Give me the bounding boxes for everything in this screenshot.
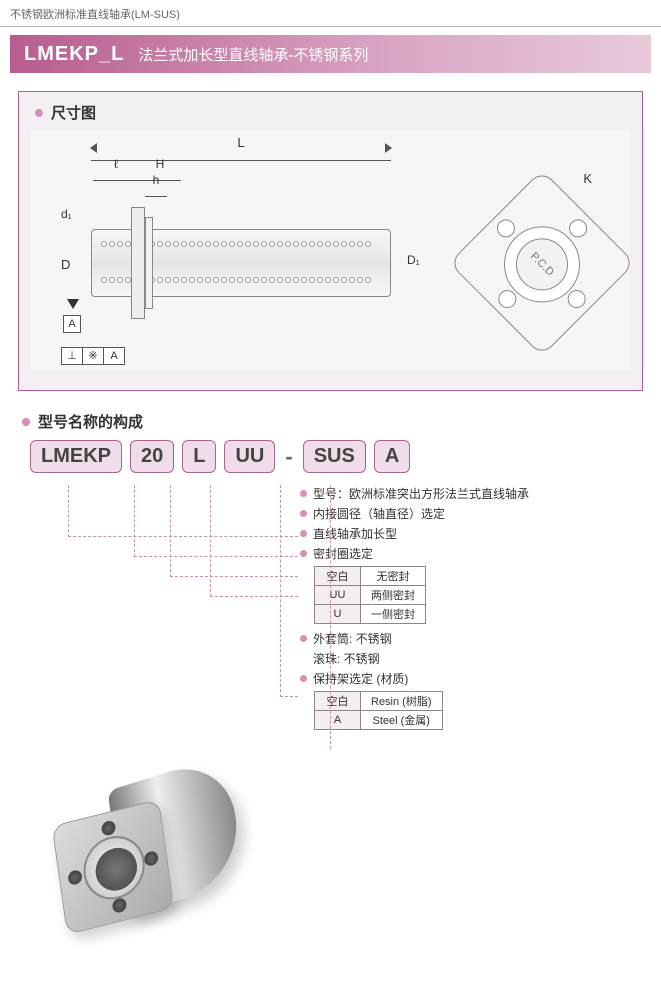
product-desc: 法兰式加长型直线轴承-不锈钢系列	[138, 44, 368, 65]
flange-plate-inner	[145, 217, 153, 309]
legend-row-2: 内接圆径（轴直径）选定	[300, 505, 661, 522]
table-row: 空白Resin (树脂)	[315, 692, 443, 711]
title-bar: LMEKP_L 法兰式加长型直线轴承-不锈钢系列	[10, 35, 651, 73]
dim-label-h: h	[153, 173, 160, 187]
token-bore-size: 20	[130, 440, 174, 473]
dim-line-l: ℓ	[93, 171, 139, 181]
bullet-icon	[300, 510, 307, 517]
table-row: U一侧密封	[315, 605, 426, 624]
section-header-model-name: 型号名称的构成	[22, 411, 661, 432]
cell: 空白	[315, 692, 361, 711]
gd-symbol-perp: ⊥	[61, 347, 83, 365]
cell: A	[315, 711, 361, 730]
legend-row-6: 保持架选定 (材质)	[300, 670, 661, 687]
token-material: SUS	[303, 440, 366, 473]
datum-box-A: A	[63, 315, 81, 333]
legend-row-3: 直线轴承加长型	[300, 525, 661, 542]
render-bore	[80, 830, 149, 906]
dim-label-K: K	[583, 171, 592, 186]
flange-front-view: P.C.D	[449, 170, 636, 357]
dim-line-h: h	[145, 187, 167, 197]
model-token-row: LMEKP 20 L UU - SUS A	[30, 440, 661, 473]
dim-label-H: H	[156, 157, 165, 171]
legend-text-6: 保持架选定 (材质)	[313, 670, 408, 687]
legend-text-4: 密封圈选定	[313, 545, 373, 562]
legend-text-5b: 滚珠: 不锈钢	[313, 650, 380, 667]
token-length: L	[182, 440, 216, 473]
gd-datum-ref: A	[103, 347, 125, 365]
token-seal: UU	[224, 440, 275, 473]
dim-label-l: ℓ	[114, 157, 118, 171]
dim-line-H: H	[139, 171, 181, 181]
flange-plate-outer	[131, 207, 145, 319]
dim-line-L: L	[91, 149, 391, 161]
legend-row-5b: 滚珠: 不锈钢	[313, 650, 661, 667]
bullet-icon	[300, 550, 307, 557]
token-series: LMEKP	[30, 440, 122, 473]
retainer-option-table: 空白Resin (树脂) ASteel (金属)	[314, 691, 443, 730]
bullet-icon	[300, 530, 307, 537]
gdandt-frame: ⊥ ※ A	[61, 347, 124, 365]
dim-label-D: D	[61, 257, 70, 272]
table-row: ASteel (金属)	[315, 711, 443, 730]
table-row: 空白无密封	[315, 567, 426, 586]
legend-text-5a: 外套筒: 不锈钢	[313, 630, 392, 647]
product-3d-render	[28, 742, 268, 962]
legend-text-1: 型号：欧洲标准突出方形法兰式直线轴承	[313, 485, 529, 502]
legend-row-4: 密封圈选定	[300, 545, 661, 562]
cell: Steel (金属)	[361, 711, 443, 730]
dim-label-d1: d₁	[61, 207, 72, 221]
render-hole-icon	[143, 850, 159, 867]
legend-text-2: 内接圆径（轴直径）选定	[313, 505, 445, 522]
dimension-drawing: L ℓ H h d₁ D d₂ D₁ A ⊥ ※ A K P.C.D	[31, 129, 630, 369]
gd-symbol-tol: ※	[82, 347, 104, 365]
cell: 两侧密封	[361, 586, 426, 605]
bullet-icon	[300, 675, 307, 682]
product-code: LMEKP_L	[24, 43, 124, 66]
legend-row-1: 型号：欧洲标准突出方形法兰式直线轴承	[300, 485, 661, 502]
dim-label-D1: D₁	[407, 253, 420, 267]
cell: Resin (树脂)	[361, 692, 443, 711]
legend-row-5a: 外套筒: 不锈钢	[300, 630, 661, 647]
datum-arrow-icon	[67, 299, 79, 309]
render-hole-icon	[67, 869, 83, 886]
cell: 空白	[315, 567, 361, 586]
legend-block: 型号：欧洲标准突出方形法兰式直线轴承 内接圆径（轴直径）选定 直线轴承加长型 密…	[300, 485, 661, 730]
cell: UU	[315, 586, 361, 605]
cell: 一侧密封	[361, 605, 426, 624]
dim-label-L: L	[237, 135, 244, 150]
legend-text-3: 直线轴承加长型	[313, 525, 397, 542]
render-flange-plate	[52, 799, 175, 935]
cell: U	[315, 605, 361, 624]
page-top-caption: 不锈钢欧洲标准直线轴承(LM-SUS)	[0, 0, 661, 27]
token-retainer: A	[374, 440, 410, 473]
table-row: UU两侧密封	[315, 586, 426, 605]
cell: 无密封	[361, 567, 426, 586]
token-dash: -	[283, 444, 294, 470]
section-header-dimension: 尺寸图	[35, 102, 630, 123]
bullet-icon	[300, 490, 307, 497]
render-hole-icon	[101, 820, 117, 837]
bullet-icon	[300, 635, 307, 642]
dimension-diagram-panel: 尺寸图 L ℓ H h d₁ D d₂ D₁ A ⊥ ※ A K P.C.D	[18, 91, 643, 391]
